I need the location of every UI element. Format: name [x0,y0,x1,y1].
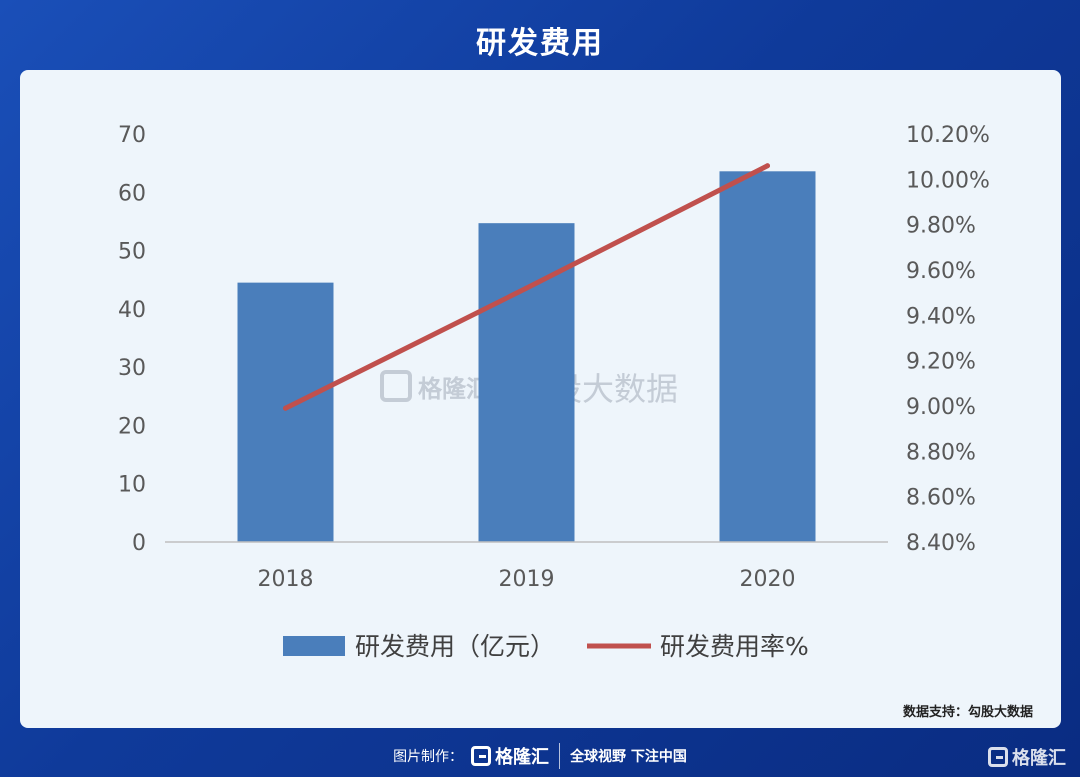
bar-2020 [719,171,816,542]
y-left-tick-label: 50 [118,240,146,265]
corner-logo-icon [988,747,1008,767]
chart: 格隆汇 勾股大数据0102030405060708.40%8.60%8.80%9.… [118,123,990,661]
y-left-tick-label: 40 [118,298,146,323]
y-left-tick-label: 20 [118,414,146,439]
footer: 图片制作： 格隆汇 全球视野 下注中国 [0,738,1080,774]
corner-brand: 格隆汇 [988,744,1066,770]
data-source: 数据支持：勾股大数据 [902,705,1033,720]
x-tick-label: 2018 [258,567,314,592]
y-right-tick-label: 8.60% [906,486,976,511]
watermark-brand: 格隆汇 [418,375,490,403]
footer-slogan: 全球视野 下注中国 [570,749,687,765]
footer-brand: 格隆汇 [471,743,549,769]
y-left-tick-label: 0 [132,531,146,556]
x-tick-label: 2019 [499,567,555,592]
brand-logo-icon [471,746,492,766]
y-right-tick-label: 8.80% [906,440,976,465]
y-right-tick-label: 9.60% [906,259,976,284]
legend-line-label: 研发费用率% [660,632,809,661]
y-left-tick-label: 30 [118,356,146,381]
page-title: 研发费用 [476,26,604,61]
y-left-tick-label: 10 [118,473,146,498]
bar-2018 [237,282,334,542]
line-point-2018 [283,405,288,411]
x-tick-label: 2020 [740,567,796,592]
y-right-tick-label: 9.00% [906,395,976,420]
legend-bar-label: 研发费用（亿元） [355,632,555,661]
line-point-2020 [765,163,770,169]
bar-2019 [478,223,575,543]
line-point-2019 [524,285,529,291]
footer-brand-name: 格隆汇 [495,747,550,768]
footer-label: 图片制作： [393,749,464,765]
y-right-tick-label: 9.20% [906,350,976,375]
y-left-tick-label: 60 [118,181,146,206]
y-right-tick-label: 10.20% [906,123,990,148]
y-right-tick-label: 9.80% [906,214,976,239]
y-right-tick-label: 10.00% [906,168,990,193]
legend-bar-swatch [283,636,345,656]
y-right-tick-label: 9.40% [906,304,976,329]
footer-divider [559,743,561,769]
y-right-tick-label: 8.40% [906,531,976,556]
y-left-tick-label: 70 [118,123,146,148]
chart-card: 格隆汇 勾股大数据 0 10 20 30 40 50 60 70 8.40% 8.60% 8.80% 9.… [20,70,1061,728]
watermark-logo-icon [380,370,412,402]
corner-brand-name: 格隆汇 [1012,748,1066,769]
